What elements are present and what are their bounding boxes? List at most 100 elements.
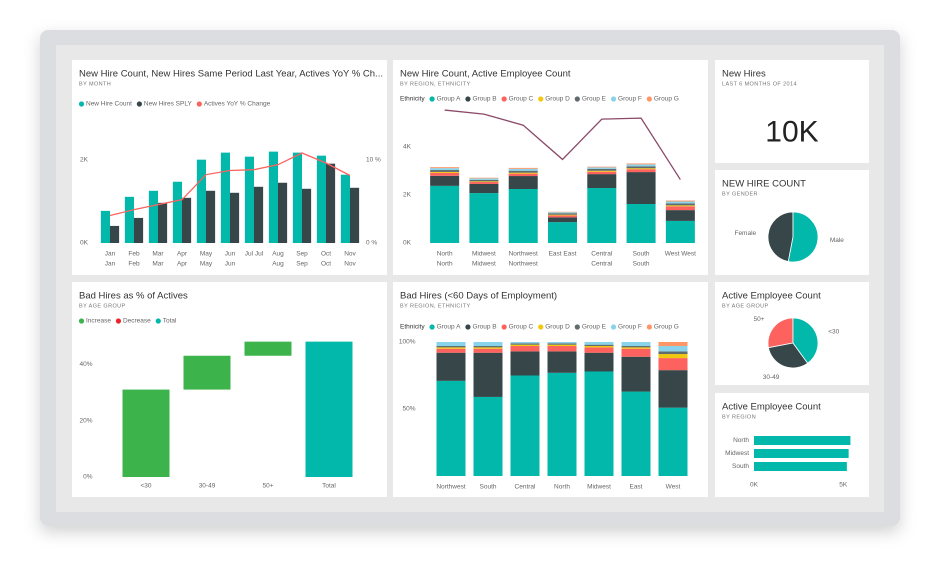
bar-segment xyxy=(430,172,460,176)
x-tick-label: South xyxy=(633,261,650,268)
bar-segment xyxy=(469,178,499,180)
legend-label: Group C xyxy=(509,96,534,103)
x-tick-label: Oct xyxy=(321,261,331,268)
bar-segment xyxy=(473,346,503,348)
y-tick-label: North xyxy=(733,437,749,444)
bar-segment xyxy=(658,354,688,359)
bar-segment xyxy=(658,351,688,355)
bar-segment xyxy=(658,342,688,347)
bar xyxy=(158,202,168,243)
legend-swatch xyxy=(429,96,435,102)
y-tick-label: 2K xyxy=(80,156,89,163)
y-tick-label: 0% xyxy=(83,474,93,481)
panel-title: Bad Hires as % of Actives xyxy=(79,291,188,302)
bar-segment xyxy=(658,346,688,352)
legend-swatch xyxy=(115,318,122,324)
bar-segment xyxy=(430,168,460,171)
bar-segment xyxy=(665,205,695,207)
legend-swatch xyxy=(465,324,471,330)
legend-label: Group D xyxy=(545,96,570,103)
panel-subtitle: BY MONTH xyxy=(79,81,111,87)
y-tick-label: Midwest xyxy=(725,450,749,457)
x-tick-label: 5K xyxy=(839,482,848,489)
bar-segment xyxy=(665,200,695,202)
bar xyxy=(305,341,353,477)
legend-label: Group F xyxy=(618,324,642,331)
bar-segment xyxy=(436,348,466,353)
x-tick-label: Northwest xyxy=(436,484,465,491)
x-tick-label: May xyxy=(200,261,213,268)
bar-segment xyxy=(473,347,503,349)
legend-title: Ethnicity xyxy=(400,96,425,103)
y-tick-label: 20% xyxy=(79,417,92,424)
x-tick-label: Sep xyxy=(296,251,308,258)
y-tick-label: 100% xyxy=(399,339,416,346)
bar-segment xyxy=(587,168,617,171)
bar xyxy=(754,449,849,458)
bar xyxy=(182,197,192,243)
pie-label: 50+ xyxy=(753,316,764,323)
legend-swatch xyxy=(646,96,652,102)
bar-segment xyxy=(510,343,540,345)
x-tick-label: North xyxy=(437,261,453,268)
kpi-value: 10K xyxy=(765,115,818,148)
bar-segment xyxy=(508,167,538,169)
x-tick-label: 50+ xyxy=(262,483,273,490)
x-tick-label: East xyxy=(629,484,642,491)
bar-segment xyxy=(430,185,460,243)
bar-segment xyxy=(436,347,466,349)
bar-segment xyxy=(621,348,651,357)
bar-segment xyxy=(430,171,460,173)
bar-segment xyxy=(469,193,499,243)
pie-slice xyxy=(767,211,794,263)
x-tick-label: Midwest xyxy=(472,251,496,258)
bar-segment xyxy=(473,348,503,353)
y-tick-label: 10 % xyxy=(366,156,381,163)
bar xyxy=(196,159,206,243)
bar-segment xyxy=(587,188,617,243)
panel-subtitle: BY AGE GROUP xyxy=(79,303,126,309)
x-tick-label: May xyxy=(200,251,213,258)
line xyxy=(109,152,351,217)
bar-segment xyxy=(510,342,540,344)
pie-slice xyxy=(787,211,819,263)
bar xyxy=(292,152,302,243)
panel-title: Bad Hires (<60 Days of Employment) xyxy=(400,291,557,302)
legend-title: Ethnicity xyxy=(400,324,425,331)
legend-swatch xyxy=(610,96,617,102)
legend-label: Group A xyxy=(437,96,462,103)
y-tick-label: 0 % xyxy=(366,240,377,247)
bar-segment xyxy=(430,175,460,186)
bar-segment xyxy=(658,358,688,371)
x-tick-label: Northwest xyxy=(509,251,538,258)
bar-segment xyxy=(469,183,499,194)
legend-label: Group F xyxy=(618,96,642,103)
x-tick-label: Jan xyxy=(105,251,116,258)
legend-swatch xyxy=(574,96,580,102)
x-tick-label: Midwest xyxy=(472,261,496,268)
legend-label: Total xyxy=(163,318,177,325)
pie-slice xyxy=(767,342,809,369)
legend-swatch xyxy=(465,96,471,102)
panel-title: NEW HIRE COUNT xyxy=(722,179,806,190)
bar xyxy=(206,190,216,243)
x-tick-label: Oct xyxy=(321,251,331,258)
bar-segment xyxy=(621,342,651,347)
bar-segment xyxy=(469,177,499,179)
legend-label: Group A xyxy=(437,324,462,331)
legend-swatch xyxy=(610,324,617,330)
bar xyxy=(754,462,847,471)
x-tick-label: Total xyxy=(322,483,336,490)
bar-segment xyxy=(584,347,614,353)
bar xyxy=(326,163,336,243)
y-tick-label: South xyxy=(732,463,749,470)
bar xyxy=(100,210,110,243)
bar-segment xyxy=(587,174,617,189)
panel-subtitle: LAST 6 MONTHS OF 2014 xyxy=(722,81,797,87)
bar-segment xyxy=(626,164,656,167)
bar-segment xyxy=(621,347,651,349)
bar-segment xyxy=(626,204,656,243)
bar xyxy=(268,151,278,243)
x-tick-label: West xyxy=(666,484,681,491)
bar-segment xyxy=(587,170,617,172)
